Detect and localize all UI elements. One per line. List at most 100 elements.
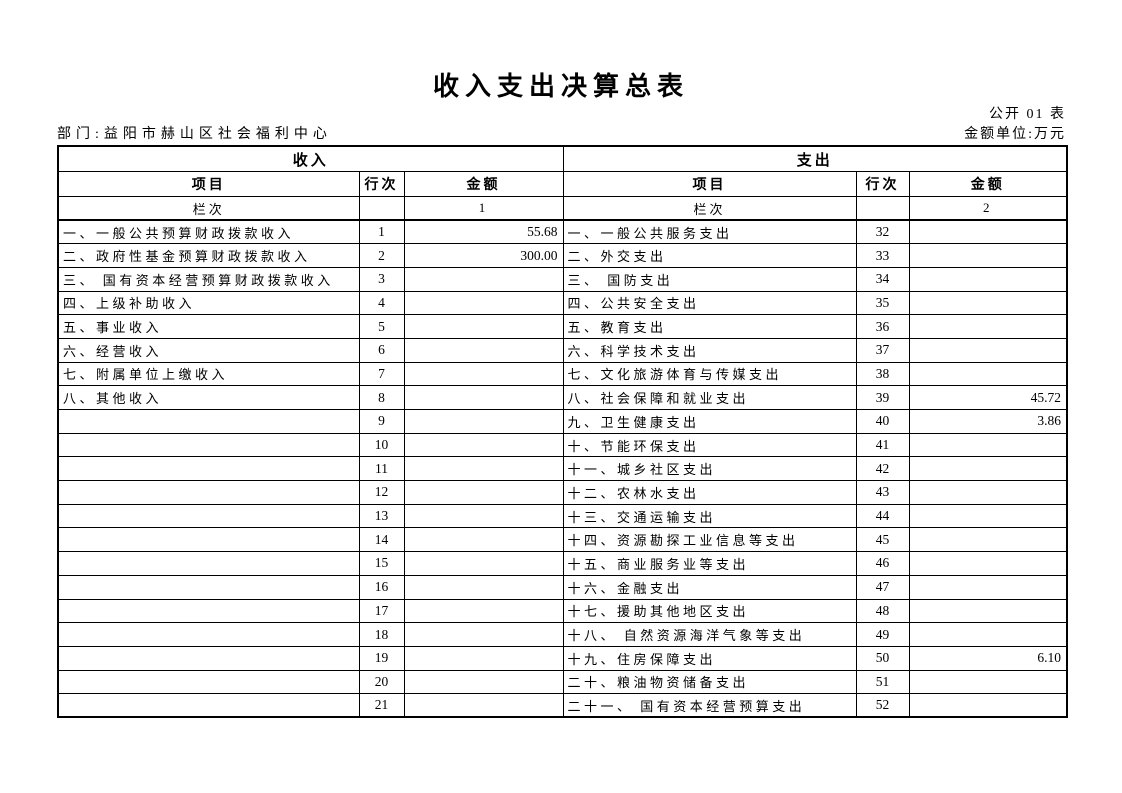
income-lanci-line-cell — [358, 196, 405, 221]
expenditure-amount-cell — [908, 622, 1068, 647]
expenditure-amount-cell: 45.72 — [908, 385, 1068, 410]
income-amount-header: 金额 — [403, 171, 564, 197]
income-line-cell: 3 — [358, 266, 405, 292]
expenditure-amount-cell — [908, 669, 1068, 695]
income-item-cell: 七、附属单位上缴收入 — [57, 361, 360, 387]
expenditure-item-cell: 三、 国防支出 — [562, 266, 857, 292]
income-line-cell: 10 — [358, 432, 405, 458]
income-item-cell — [57, 645, 360, 671]
income-item-cell: 八、其他收入 — [57, 385, 360, 410]
expenditure-line-cell: 37 — [855, 337, 910, 363]
income-amount-cell — [403, 385, 564, 410]
expenditure-line-cell: 41 — [855, 432, 910, 458]
expenditure-item-cell: 四、公共安全支出 — [562, 290, 857, 316]
income-item-cell — [57, 480, 360, 505]
expenditure-amount-cell — [908, 219, 1068, 245]
expenditure-lanci-line-cell — [855, 196, 910, 221]
income-item-cell — [57, 503, 360, 529]
table-row: 12 十二、农林水支出 43 — [57, 480, 1068, 505]
income-item-cell — [57, 669, 360, 695]
section-header-row: 收入 支出 — [57, 145, 1068, 172]
expenditure-line-cell: 42 — [855, 456, 910, 482]
expenditure-line-cell: 52 — [855, 693, 910, 718]
income-amount-cell — [403, 290, 564, 316]
income-item-cell — [57, 693, 360, 718]
expenditure-line-cell: 48 — [855, 598, 910, 624]
expenditure-amount-cell — [908, 598, 1068, 624]
expenditure-lanci-label: 栏次 — [562, 196, 857, 221]
expenditure-line-cell: 47 — [855, 574, 910, 600]
expenditure-amount-cell — [908, 527, 1068, 553]
expenditure-item-cell: 七、文化旅游体育与传媒支出 — [562, 361, 857, 387]
income-amount-cell — [403, 645, 564, 671]
expenditure-amount-cell — [908, 693, 1068, 718]
table-row: 18 十八、 自然资源海洋气象等支出 49 — [57, 622, 1068, 647]
expenditure-amount-cell — [908, 243, 1068, 268]
table-row: 五、事业收入 5 五、教育支出 36 — [57, 314, 1068, 339]
expenditure-line-cell: 40 — [855, 409, 910, 434]
expenditure-item-cell: 十三、交通运输支出 — [562, 503, 857, 529]
expenditure-amount-cell — [908, 456, 1068, 482]
income-amount-cell — [403, 361, 564, 387]
income-line-cell: 20 — [358, 669, 405, 695]
income-item-cell — [57, 622, 360, 647]
income-amount-cell: 300.00 — [403, 243, 564, 268]
income-item-cell — [57, 551, 360, 576]
income-item-cell — [57, 432, 360, 458]
table-row: 9 九、卫生健康支出 40 3.86 — [57, 409, 1068, 434]
table-row: 13 十三、交通运输支出 44 — [57, 503, 1068, 529]
expenditure-item-cell: 九、卫生健康支出 — [562, 409, 857, 434]
expenditure-line-cell: 46 — [855, 551, 910, 576]
expenditure-line-cell: 44 — [855, 503, 910, 529]
income-lanci-number: 1 — [403, 196, 564, 221]
expenditure-amount-cell — [908, 503, 1068, 529]
table-row: 11 十一、城乡社区支出 42 — [57, 456, 1068, 482]
income-item-header: 项目 — [57, 171, 360, 197]
expenditure-item-header: 项目 — [562, 171, 857, 197]
expenditure-line-cell: 34 — [855, 266, 910, 292]
income-line-cell: 5 — [358, 314, 405, 339]
income-item-cell: 一、一般公共预算财政拨款收入 — [57, 219, 360, 245]
income-line-cell: 17 — [358, 598, 405, 624]
income-amount-cell — [403, 669, 564, 695]
doc-number: 公开 01 表 — [989, 107, 1066, 122]
income-line-cell: 12 — [358, 480, 405, 505]
expenditure-lanci-number: 2 — [908, 196, 1068, 221]
income-line-cell: 9 — [358, 409, 405, 434]
expenditure-section-header: 支出 — [562, 145, 1068, 172]
expenditure-amount-cell — [908, 266, 1068, 292]
expenditure-amount-cell — [908, 432, 1068, 458]
expenditure-item-cell: 十一、城乡社区支出 — [562, 456, 857, 482]
income-amount-cell — [403, 622, 564, 647]
income-amount-cell — [403, 527, 564, 553]
income-line-cell: 6 — [358, 337, 405, 363]
expenditure-item-cell: 十五、商业服务业等支出 — [562, 551, 857, 576]
column-index-row: 栏次 1 栏次 2 — [57, 196, 1068, 221]
table-row: 一、一般公共预算财政拨款收入 1 55.68 一、一般公共服务支出 32 — [57, 219, 1068, 245]
income-amount-cell — [403, 574, 564, 600]
income-section-header: 收入 — [57, 145, 564, 172]
expenditure-line-header: 行次 — [855, 171, 910, 197]
income-item-cell — [57, 409, 360, 434]
amount-unit-label: 金额单位:万元 — [964, 127, 1066, 142]
income-amount-cell — [403, 503, 564, 529]
income-item-cell: 四、上级补助收入 — [57, 290, 360, 316]
income-line-cell: 8 — [358, 385, 405, 410]
expenditure-amount-cell — [908, 551, 1068, 576]
table-row: 七、附属单位上缴收入 7 七、文化旅游体育与传媒支出 38 — [57, 361, 1068, 387]
expenditure-item-cell: 二、外交支出 — [562, 243, 857, 268]
expenditure-line-cell: 45 — [855, 527, 910, 553]
expenditure-item-cell: 五、教育支出 — [562, 314, 857, 339]
expenditure-item-cell: 二十、粮油物资储备支出 — [562, 669, 857, 695]
income-line-cell: 13 — [358, 503, 405, 529]
income-item-cell — [57, 527, 360, 553]
expenditure-line-cell: 33 — [855, 243, 910, 268]
expenditure-amount-header: 金额 — [908, 171, 1068, 197]
table-row: 六、经营收入 6 六、科学技术支出 37 — [57, 337, 1068, 363]
table-row: 四、上级补助收入 4 四、公共安全支出 35 — [57, 290, 1068, 316]
income-amount-cell — [403, 266, 564, 292]
expenditure-item-cell: 十六、金融支出 — [562, 574, 857, 600]
income-amount-cell — [403, 693, 564, 718]
income-item-cell — [57, 456, 360, 482]
income-item-cell: 五、事业收入 — [57, 314, 360, 339]
